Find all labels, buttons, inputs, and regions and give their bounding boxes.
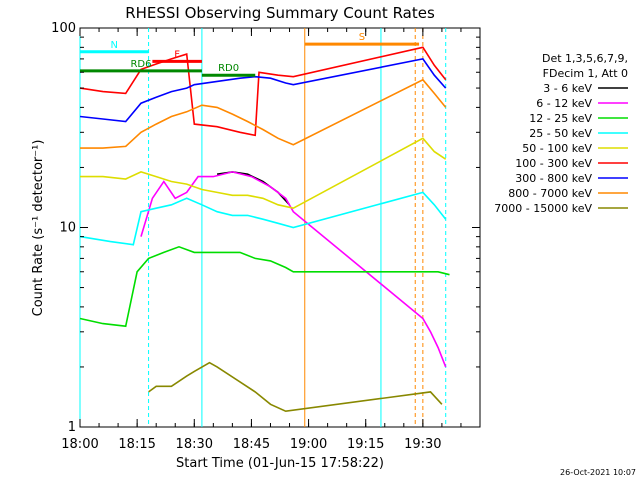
vertical-markers [79,28,447,427]
x-tick-label-1: 18:15 [118,437,155,452]
x-tick-label-2: 18:30 [176,437,213,452]
y-axis-label: Count Rate (s⁻¹ detector⁻¹) [31,140,46,317]
series-line-3 [79,191,447,246]
x-tick-label-0: 18:00 [61,437,98,452]
series-line-1 [140,171,447,368]
series-line-7 [80,78,447,149]
annotation-label-4: S [359,32,365,43]
series-line-6 [79,58,447,123]
x-tick-label-5: 19:15 [347,437,384,452]
x-tick-label-6: 19:30 [404,437,441,452]
annotation-label-2: RD0 [218,63,239,74]
series-line-8 [148,361,443,413]
annotation-label-3: RD6 [130,59,151,70]
legend-header-line-2: FDecim 1, Att 0 [543,67,628,80]
annotation-label-0: N [111,40,118,51]
legend-header-line-1: Det 1,3,5,6,7,9, [542,52,628,65]
x-tick-label-3: 18:45 [233,437,270,452]
y-tick-label-0: 1 [68,420,76,435]
legend: Det 1,3,5,6,7,9, FDecim 1, Att 0 3 - 6 k… [494,52,628,215]
plot-frame [79,27,481,428]
x-tick-label-4: 19:00 [290,437,327,452]
legend-label-3: 25 - 50 keV [529,127,592,140]
y-ticks: 1 10 100 [51,21,480,435]
y-tick-label-1: 10 [59,221,76,236]
legend-label-4: 50 - 100 keV [522,142,592,155]
timestamp: 26-Oct-2021 10:07 [560,468,636,477]
annotation-bars: N F RD0 RD6 S [80,32,420,77]
series-lines [79,46,450,413]
series-line-5 [79,46,447,137]
legend-label-5: 100 - 300 keV [515,157,592,170]
legend-label-8: 7000 - 15000 keV [494,202,592,215]
legend-label-7: 800 - 7000 keV [508,187,592,200]
legend-label-1: 6 - 12 keV [536,97,592,110]
y-tick-label-2: 100 [51,21,76,36]
annotation-label-1: F [174,49,180,60]
series-line-4 [80,137,447,210]
legend-label-0: 3 - 6 keV [543,82,592,95]
legend-label-2: 12 - 25 keV [529,112,592,125]
x-ticks: 18:00 18:15 18:30 18:45 19:00 19:15 19:30 [61,28,481,452]
legend-label-6: 300 - 800 keV [515,172,592,185]
x-axis-label: Start Time (01-Jun-15 17:58:22) [176,456,384,471]
series-line-2 [79,245,450,328]
chart-title: RHESSI Observing Summary Count Rates [125,4,435,22]
